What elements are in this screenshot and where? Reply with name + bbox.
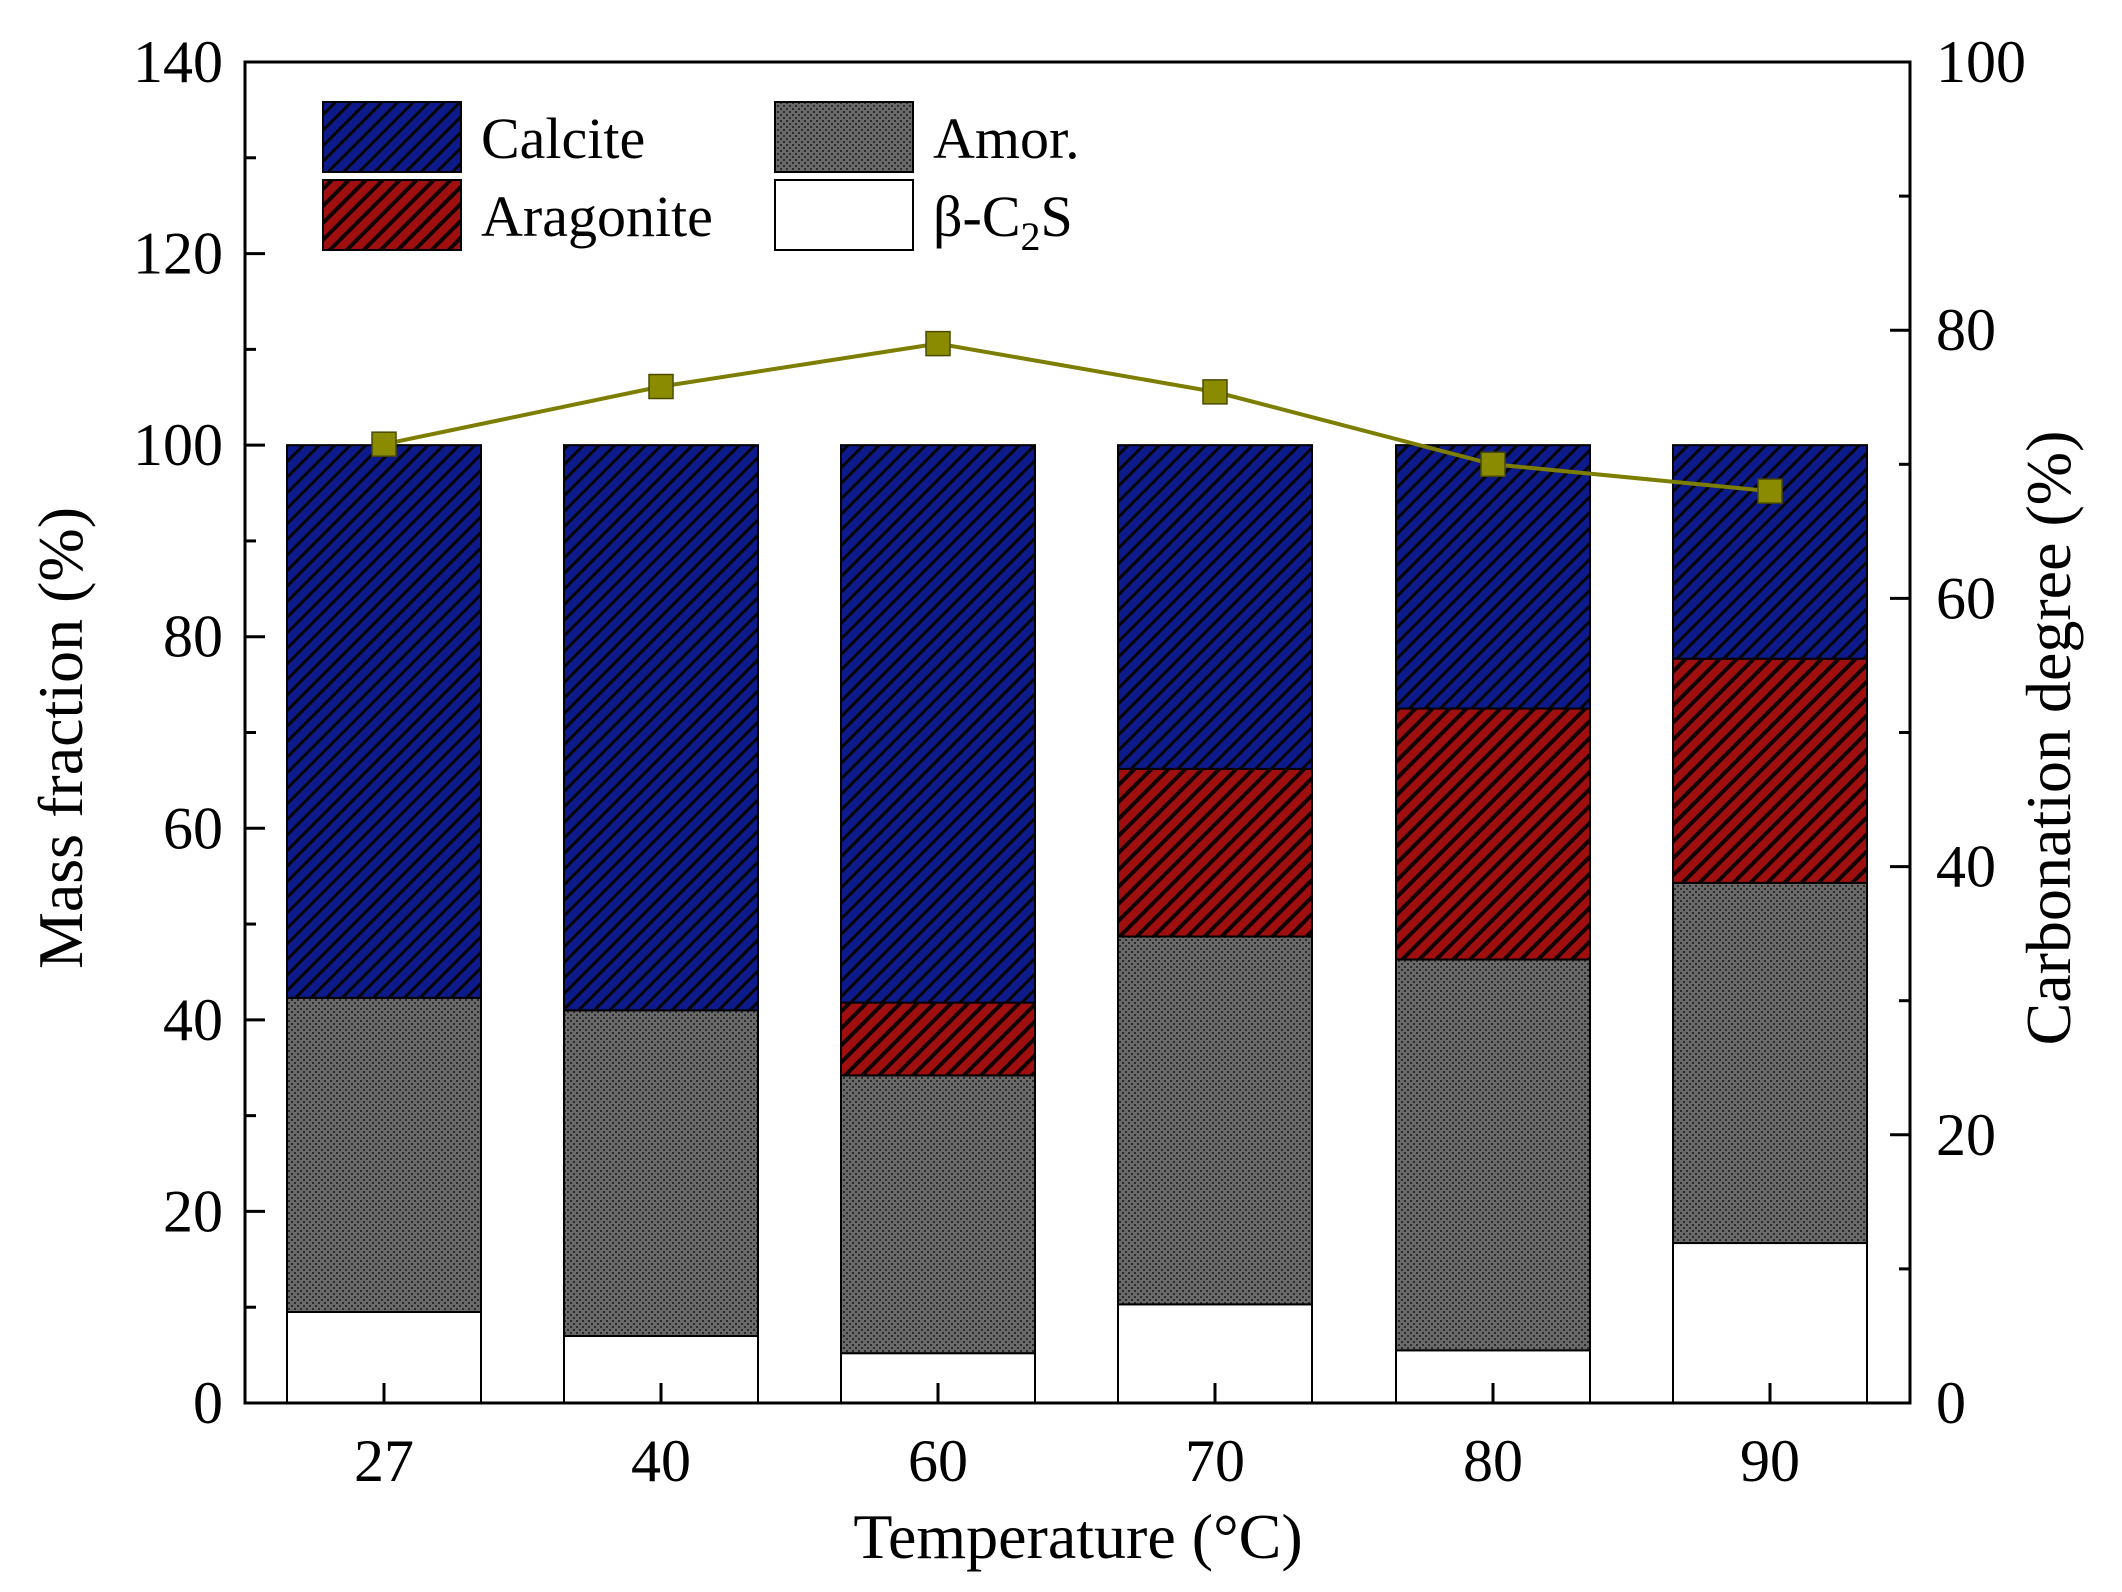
y-tick-label: 40 [163,987,223,1053]
bar-calcite-80 [1395,444,1591,710]
y2-tick-label: 0 [1936,1370,1966,1436]
y-axis-title: Mass fraction (%) [25,507,96,969]
legend: Calcite Amor. Aragonite β-C2S [322,101,1080,259]
bar-amor-40 [563,1009,759,1337]
bar-calcite-90 [1672,444,1868,660]
carbonation-marker-70 [1202,379,1228,405]
carbonation-line-layer [371,330,1783,504]
legend-label-calcite: Calcite [481,106,645,171]
y-tick-label: 80 [163,604,223,670]
y2-tick-label: 100 [1936,29,2026,95]
bar-aragonite-90 [1672,657,1868,884]
bar-amor-90 [1672,881,1868,1245]
y-tick-label: 0 [193,1370,223,1436]
bar-aragonite-70 [1117,767,1313,938]
x-axis-title: Temperature (°C) [853,1501,1302,1572]
y2-tick-label: 20 [1936,1102,1996,1168]
y-tick-label: 60 [163,795,223,861]
carbonation-marker-40 [648,373,674,400]
y-tick-label: 140 [133,29,223,95]
bar-aragonite-60 [840,1001,1036,1077]
axes: 0 20 40 60 80 100 120 140 0 20 40 60 80 100 27 40 60 70 80… [133,29,2026,1494]
y2-tick-label: 60 [1936,565,1996,631]
y-tick-label: 20 [163,1178,223,1244]
carbonation-marker-60 [925,330,951,357]
x-tick-label: 70 [1185,1428,1245,1494]
legend-swatch-aragonite [322,179,462,251]
bar-amor-60 [840,1074,1036,1355]
bar-amor-70 [1117,935,1313,1306]
legend-swatch-amor [774,101,914,173]
bar-amor-27 [286,996,482,1314]
legend-swatch-calcite [322,101,462,173]
legend-label-c2s: β-C2S [933,184,1073,259]
x-tick-label: 27 [354,1428,414,1494]
bar-calcite-40 [563,444,759,1012]
x-tick-label: 80 [1463,1428,1523,1494]
y2-tick-label: 80 [1936,297,1996,363]
bar-calcite-60 [840,444,1036,1004]
carbonation-marker-27 [371,431,397,457]
legend-label-aragonite: Aragonite [481,184,713,249]
x-tick-label: 40 [631,1428,691,1494]
carbonation-marker-90 [1757,478,1783,504]
x-tick-label: 60 [908,1428,968,1494]
bars [286,444,1868,1405]
y-tick-label: 100 [133,412,223,478]
plot-frame [243,60,1912,1405]
carbonation-degree-line [383,341,1771,494]
carbonation-marker-80 [1480,451,1506,478]
bar-amor-80 [1395,958,1591,1352]
x-tick-label: 90 [1740,1428,1800,1494]
y2-tick-label: 40 [1936,834,1996,900]
bar-calcite-70 [1117,444,1313,770]
y2-axis-title: Carbonation degree (%) [2013,431,2084,1046]
legend-label-amor: Amor. [933,106,1080,171]
legend-swatch-c2s [774,179,914,251]
bar-c2s-90 [1672,1242,1868,1404]
bar-aragonite-80 [1395,707,1591,961]
y-tick-label: 120 [133,221,223,287]
bar-calcite-27 [286,444,482,999]
